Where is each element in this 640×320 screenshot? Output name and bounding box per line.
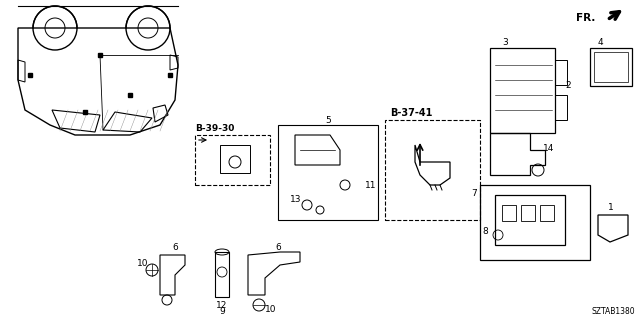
Text: SZTAB1380: SZTAB1380 xyxy=(591,308,635,316)
Text: 7: 7 xyxy=(471,188,477,197)
Text: B-39-30: B-39-30 xyxy=(195,124,234,132)
Bar xyxy=(590,48,632,86)
Bar xyxy=(385,120,480,220)
Text: 12: 12 xyxy=(216,300,228,309)
Text: 8: 8 xyxy=(482,228,488,236)
Text: 11: 11 xyxy=(365,180,376,189)
Text: 5: 5 xyxy=(325,116,331,124)
Bar xyxy=(215,252,229,297)
Text: 9: 9 xyxy=(219,308,225,316)
Bar xyxy=(521,205,535,221)
Text: 13: 13 xyxy=(290,196,301,204)
Bar xyxy=(278,125,378,220)
Text: FR.: FR. xyxy=(575,13,595,23)
Text: 6: 6 xyxy=(172,244,178,252)
Text: 1: 1 xyxy=(608,204,614,212)
Bar xyxy=(540,205,554,221)
Text: 4: 4 xyxy=(597,37,603,46)
Bar xyxy=(490,48,555,133)
Text: 3: 3 xyxy=(502,37,508,46)
Bar xyxy=(594,52,628,82)
Bar xyxy=(555,95,567,120)
Text: 10: 10 xyxy=(265,306,276,315)
Bar xyxy=(480,185,590,260)
Bar xyxy=(195,135,270,185)
Bar xyxy=(502,205,516,221)
Text: 14: 14 xyxy=(543,143,554,153)
Text: 6: 6 xyxy=(275,244,281,252)
Bar xyxy=(555,60,567,85)
Text: 2: 2 xyxy=(565,81,571,90)
Text: 10: 10 xyxy=(136,259,148,268)
Bar xyxy=(220,145,250,173)
Text: B-37-41: B-37-41 xyxy=(390,108,433,118)
